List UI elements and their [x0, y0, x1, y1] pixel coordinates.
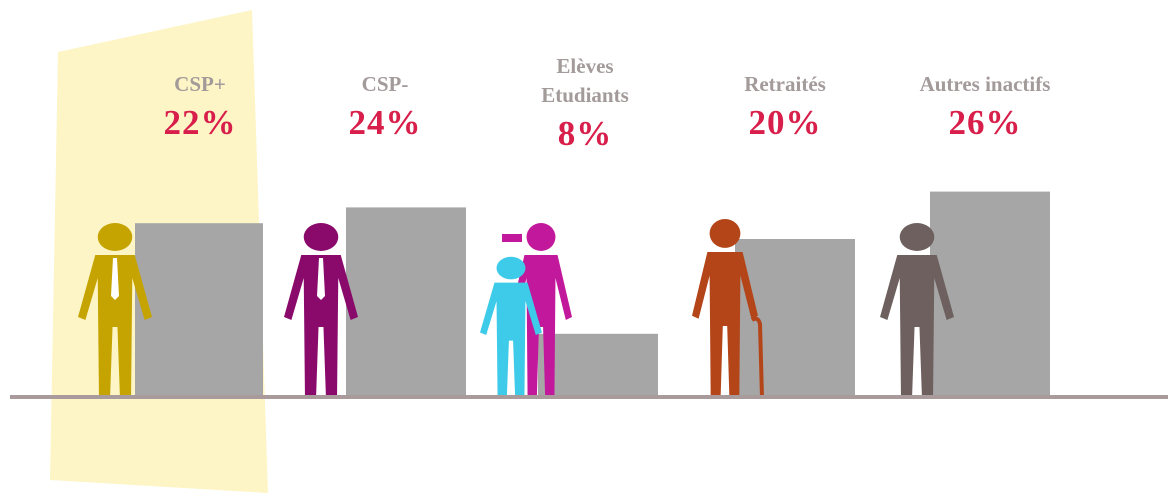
cane: [750, 316, 764, 399]
tie: [317, 258, 325, 300]
value-label: 22%: [163, 103, 237, 142]
value-label: 8%: [557, 114, 613, 153]
tie: [111, 258, 119, 300]
bar: [538, 333, 658, 397]
value-label: 24%: [348, 103, 422, 142]
bar: [930, 191, 1050, 397]
category-label: CSP-: [361, 72, 409, 96]
cap-visor: [502, 234, 522, 242]
category-label: Retraités: [744, 72, 826, 96]
category-label: CSP+: [174, 72, 226, 96]
figures: [78, 219, 954, 399]
value-label: 20%: [748, 103, 822, 142]
bar: [135, 223, 263, 397]
category-label: Autres inactifs: [919, 72, 1051, 96]
bar: [346, 207, 466, 397]
category-label: Elèves Etudiants: [541, 54, 629, 107]
value-label: 26%: [948, 103, 1022, 142]
